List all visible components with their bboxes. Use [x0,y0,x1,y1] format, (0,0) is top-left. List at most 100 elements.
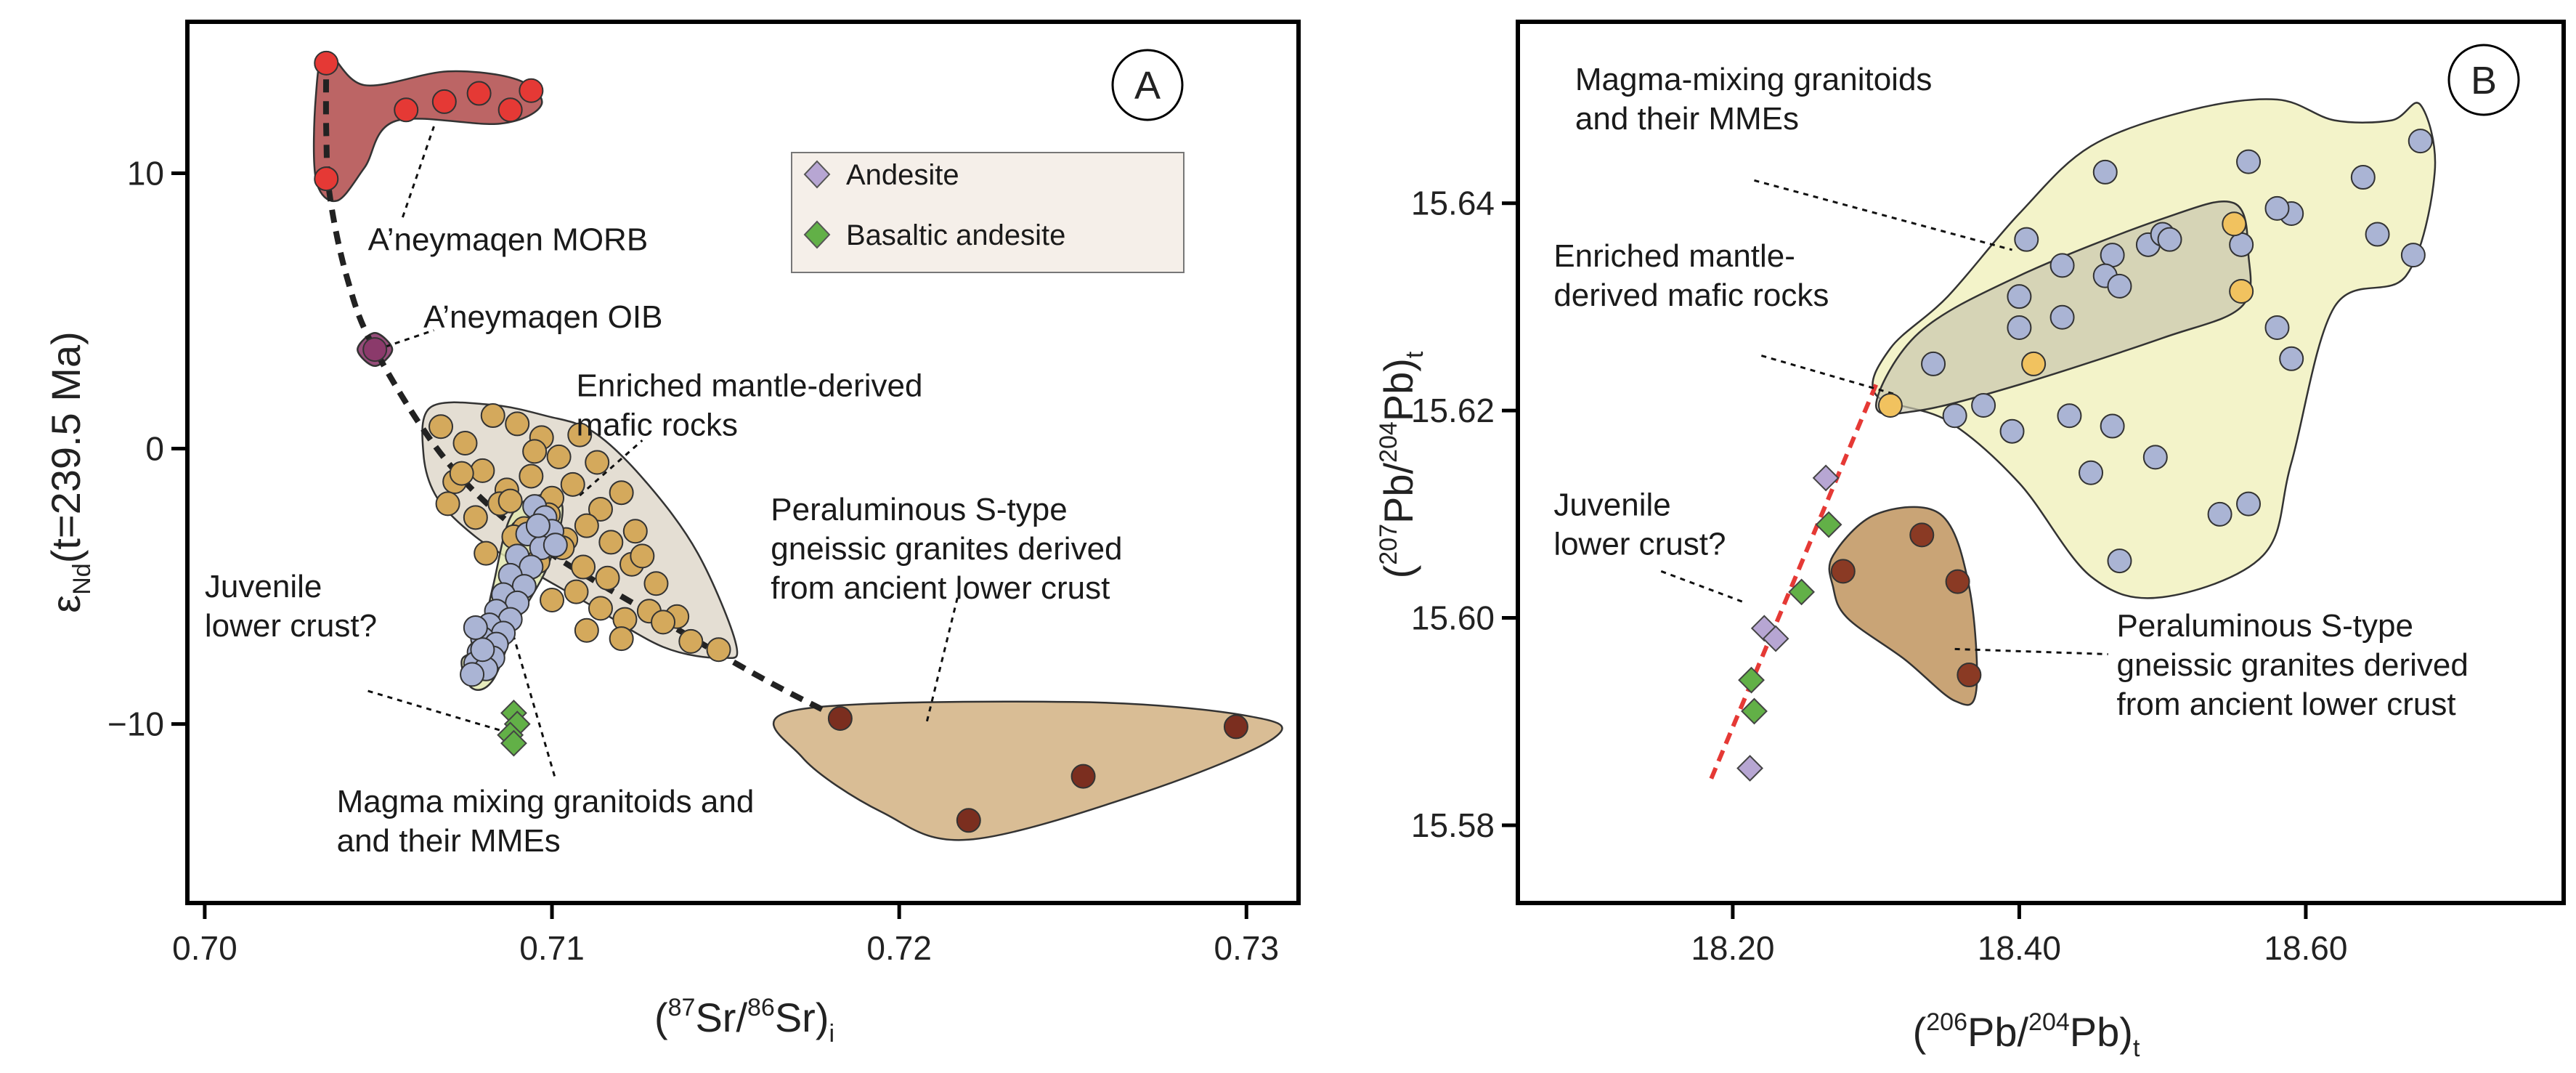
point-magma-mixing-granitoids-and-their-mmes [2207,501,2232,527]
point-magma-mixing-granitoids-and-their-mmes [2236,491,2262,517]
annotation-line: gneissic granites derived [2117,647,2469,683]
point-enriched-mantle-derived-mafic-rocks [585,450,610,475]
point-enriched-mantle-derived-mafic-rocks [452,430,478,455]
point-peraluminous-s-type-gneissic-granites [1909,522,1935,548]
point-a-neymaqen-morb [314,50,339,76]
annotation-line: gneissic granites derived [771,531,1122,567]
leader-line [1660,570,1745,604]
point-magma-mixing-granitoids-and-their-mmes [2079,460,2104,485]
point-andesite [1762,625,1789,652]
annotation-line: from ancient lower crust [2117,687,2456,722]
x-tick-label: 18.20 [1691,929,1774,967]
point-magma-mixing-granitoids-and-their-mmes [2264,195,2290,221]
annotation-enriched-mantle-derived-mafic-rocks: Enriched mantle-derived mafic rocks [577,368,923,443]
point-enriched-mantle-derived-mafic-rocks [643,571,669,596]
point-enriched-mantle-derived-mafic-rocks [474,540,499,566]
leader-line [367,689,508,734]
point-enriched-mantle-derived-mafic-rocks [651,610,676,635]
annotation-magma-mixing-granitoids-and-and-their-mmes: Magma mixing granitoids and and their MME… [337,784,755,859]
annotation-line: and their MMEs [1575,101,1799,137]
annotation-line: lower crust? [1553,526,1726,562]
point-peraluminous-s-type-gneissic-granites [1830,559,1856,584]
annotation-line: A’neymaqen OIB [423,299,662,335]
point-magma-mixing-granitoids-and-their-mmes [2157,227,2182,252]
annotation-line: Magma-mixing granitoids [1575,62,1933,97]
point-enriched-mantle-derived-mafic-rocks [574,513,599,538]
point-enriched-mantle-derived-mafic-rocks [609,480,634,506]
point-enriched-mantle-derived-mafic-rocks [449,461,474,486]
annotation-line: Peraluminous S-type [2117,608,2413,644]
point-peraluminous-s-type-gneissic-granites [1070,764,1096,789]
x-tick-label: 0.72 [866,929,932,967]
point-enriched-mantle-derived-mafic-rocks [622,519,648,544]
annotation-magma-mixing-granitoids-and-their-mmes: Magma-mixing granitoids and their MMEs [1575,62,1933,137]
panel-a-annotations: A’neymaqen MORB A’neymaqen OIB Enriched ma… [205,222,1123,859]
point-magma-mixing-granitoids-and-their-mmes [2365,222,2390,247]
y-tick-label: 15.64 [1411,185,1495,222]
point-enriched-mantle-derived-mafic-rocks [1877,393,1903,418]
legend-andesite-marker [803,160,831,189]
panel-b-curve-layer [1709,384,1878,780]
panel-b-points [1736,129,2433,782]
point-enriched-mantle-derived-mafic-rocks [630,543,655,569]
point-enriched-mantle-derived-mafic-rocks [595,565,620,591]
point-magma-mixing-granitoids-and-their-mmes [2049,304,2075,330]
point-enriched-mantle-derived-mafic-rocks [706,637,731,663]
point-enriched-mantle-derived-mafic-rocks [470,458,495,483]
y-tick-label: 15.60 [1411,599,1495,637]
leader-line [579,440,643,497]
point-enriched-mantle-derived-mafic-rocks [564,579,589,604]
annotation-enriched-mantle-derived-mafic-rocks: Enriched mantle-derived mafic rocks [1553,238,1829,313]
point-enriched-mantle-derived-mafic-rocks [2229,279,2254,304]
point-magma-mixing-granitoids-and-their-mmes [2350,165,2376,190]
point-a-neymaqen-morb [519,78,544,103]
legend-box [791,152,1185,273]
field-peraluminous-s-type-gneissic-granites-derived-from-ancient-lower-crust [773,700,1283,841]
point-enriched-mantle-derived-mafic-rocks [588,496,613,522]
panel-a-x-axis-title: (87Sr/86Sr)i [654,994,834,1048]
point-a-neymaqen-morb [314,166,339,192]
panel-b-leader-lines [1660,179,2108,656]
point-enriched-mantle-derived-mafic-rocks [567,422,593,448]
point-enriched-mantle-derived-mafic-rocks [2021,351,2047,376]
point-magma-mixing-granitoids-and-their-mmes [2229,232,2254,257]
panel-b-label: B [2471,59,2497,102]
panel-a-y-axis-title: εNd(t=239.5 Ma) [43,331,96,612]
point-a-neymaqen-morb [431,89,457,114]
x-tick-label: 0.71 [519,929,585,967]
point-enriched-mantle-derived-mafic-rocks [435,491,460,517]
annotation-peraluminous-s-type-gneissic-granites-derived-from-ancient-lower-crust: Peraluminous S-type gneissic granites der… [771,492,1122,606]
panel-a-label: A [1134,64,1161,108]
point-enriched-mantle-derived-mafic-rocks [522,439,548,464]
annotation-line: derived mafic rocks [1553,278,1829,313]
field-peraluminous-s-type-gneissic-granites-derived-from-ancient-lower-crust [1828,506,1978,706]
point-magma-mixing-granitoids-and-their-mmes [470,637,495,663]
annotation-line: and their MMEs [337,823,561,859]
point-enriched-mantle-derived-mafic-rocks [588,596,613,621]
panel-a-points [314,50,1248,833]
point-enriched-mantle-derived-mafic-rocks [540,588,565,613]
point-magma-mixing-granitoids-and-their-mmes [2279,346,2304,371]
point-enriched-mantle-derived-mafic-rocks [505,411,530,437]
point-enriched-mantle-derived-mafic-rocks [463,505,488,530]
y-tick-label: 10 [127,154,164,192]
point-peraluminous-s-type-gneissic-granites [1957,663,1982,688]
point-magma-mixing-granitoids-and-their-mmes [2049,253,2075,278]
point-enriched-mantle-derived-mafic-rocks [571,554,596,580]
annotation-a-neymaqen-morb: A’neymaqen MORB [368,222,649,258]
panel-a-label-circle [1111,49,1184,121]
point-enriched-mantle-derived-mafic-rocks [497,488,523,514]
point-a-neymaqen-morb [466,81,492,106]
x-tick-label: 0.73 [1214,929,1280,967]
leader-line [1760,355,1898,397]
point-magma-mixing-granitoids-and-their-mmes [2142,445,2168,470]
point-magma-mixing-granitoids-and-their-mmes [2264,315,2290,340]
point-magma-mixing-granitoids-and-their-mmes [463,615,488,640]
point-basaltic-andesite [1815,511,1842,538]
point-enriched-mantle-derived-mafic-rocks [546,444,572,469]
legend-basaltic-andesite-marker [803,220,831,249]
annotation-line: Juvenile [1553,487,1670,522]
y-tick-label: 15.62 [1411,392,1495,429]
x-tick-label: 18.40 [1978,929,2061,967]
